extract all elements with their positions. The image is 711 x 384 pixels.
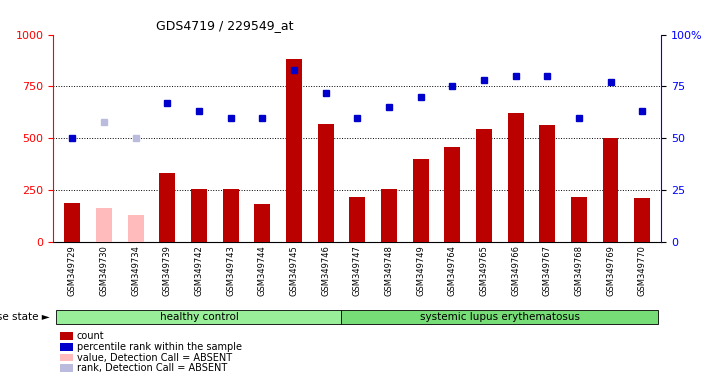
Bar: [412, 159, 429, 242]
Bar: [286, 60, 302, 242]
Bar: [96, 208, 112, 242]
Text: GSM349765: GSM349765: [479, 245, 488, 296]
Bar: [444, 147, 460, 242]
Text: GSM349768: GSM349768: [574, 245, 584, 296]
Bar: [255, 204, 270, 242]
Text: GSM349743: GSM349743: [226, 245, 235, 296]
Text: GSM349739: GSM349739: [163, 245, 172, 296]
Bar: [571, 197, 587, 242]
Text: rank, Detection Call = ABSENT: rank, Detection Call = ABSENT: [77, 363, 227, 373]
Bar: [65, 202, 80, 242]
Bar: [381, 189, 397, 242]
Text: GSM349745: GSM349745: [289, 245, 299, 296]
Bar: [223, 189, 239, 242]
Bar: [508, 113, 523, 242]
Text: count: count: [77, 331, 105, 341]
Text: disease state ►: disease state ►: [0, 312, 50, 322]
Bar: [476, 129, 492, 242]
Text: GSM349742: GSM349742: [195, 245, 203, 296]
Text: GSM349770: GSM349770: [638, 245, 647, 296]
Text: GSM349767: GSM349767: [542, 245, 552, 296]
Bar: [603, 138, 619, 242]
Text: GDS4719 / 229549_at: GDS4719 / 229549_at: [156, 19, 294, 32]
Bar: [341, 310, 658, 324]
Text: percentile rank within the sample: percentile rank within the sample: [77, 342, 242, 352]
Bar: [159, 174, 175, 242]
Text: GSM349764: GSM349764: [448, 245, 456, 296]
Text: healthy control: healthy control: [159, 312, 238, 322]
Text: GSM349746: GSM349746: [321, 245, 330, 296]
Text: GSM349744: GSM349744: [258, 245, 267, 296]
Bar: [540, 125, 555, 242]
Text: GSM349734: GSM349734: [131, 245, 140, 296]
Bar: [634, 199, 650, 242]
Text: GSM349747: GSM349747: [353, 245, 362, 296]
Text: GSM349749: GSM349749: [416, 245, 425, 296]
Bar: [349, 197, 365, 242]
Bar: [191, 189, 207, 242]
Text: GSM349748: GSM349748: [385, 245, 393, 296]
Text: GSM349769: GSM349769: [606, 245, 615, 296]
Text: GSM349766: GSM349766: [511, 245, 520, 296]
Text: value, Detection Call = ABSENT: value, Detection Call = ABSENT: [77, 353, 232, 362]
Bar: [128, 215, 144, 242]
Bar: [56, 310, 341, 324]
Text: GSM349730: GSM349730: [100, 245, 109, 296]
Text: systemic lupus erythematosus: systemic lupus erythematosus: [419, 312, 579, 322]
Text: GSM349729: GSM349729: [68, 245, 77, 296]
Bar: [318, 124, 333, 242]
